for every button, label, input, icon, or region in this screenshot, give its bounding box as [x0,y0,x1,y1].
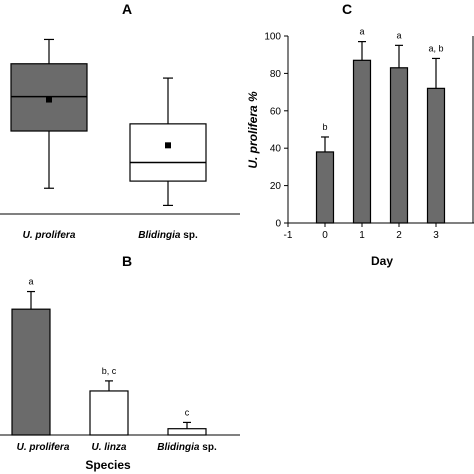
bar [11,308,51,436]
panel-b-category-1: U. prolifera [17,442,70,453]
panel-a-category-1: U. prolifera [23,230,76,241]
x-tick-label: 0 [322,230,328,241]
significance-label: a [28,277,33,287]
y-tick-label: 20 [270,181,282,192]
y-tick-label: 40 [270,144,282,155]
x-tick-label: 1 [359,230,365,241]
bar [426,87,446,224]
x-tick-label: 2 [396,230,402,241]
panel-c-y-label: U. prolifera % [246,91,260,169]
panel-c-title: C [342,1,352,17]
y-tick-label: 60 [270,106,282,117]
panel-a: U. prolifera Blidingia sp. [0,38,240,241]
panel-b-category-3: Blidingia sp. [157,442,217,453]
panel-b-x-label: Species [85,458,131,472]
panel-a-title: A [122,1,132,17]
box [129,123,207,182]
y-tick-label: 80 [270,69,282,80]
panel-c-bars: b a a a, b [315,27,446,224]
bar [167,428,207,436]
y-tick-label: 100 [264,32,281,43]
box-mean-marker [165,142,171,149]
significance-label: b, c [102,366,117,376]
panel-a-category-2: Blidingia sp. [138,230,198,241]
significance-label: a [359,27,364,37]
panel-c-x-label: Day [371,254,393,268]
y-tick-label: 0 [275,219,281,230]
box-mean-marker [46,96,52,103]
bar [315,151,335,224]
significance-label: a [396,30,401,40]
bar [389,67,409,224]
bar [352,59,372,224]
panel-b-bars: a b, c c [11,277,207,436]
panel-b: a b, c c U. prolifera U. linza Blidingia s… [0,277,240,472]
x-tick-label: -1 [284,230,293,241]
bar [89,390,129,436]
significance-label: a, b [428,43,443,53]
x-tick-label: 3 [433,230,439,241]
panel-a-boxes [10,38,207,207]
significance-label: b [322,122,327,132]
panel-b-category-2: U. linza [91,442,126,453]
significance-label: c [185,407,190,417]
panel-b-title: B [122,253,132,269]
